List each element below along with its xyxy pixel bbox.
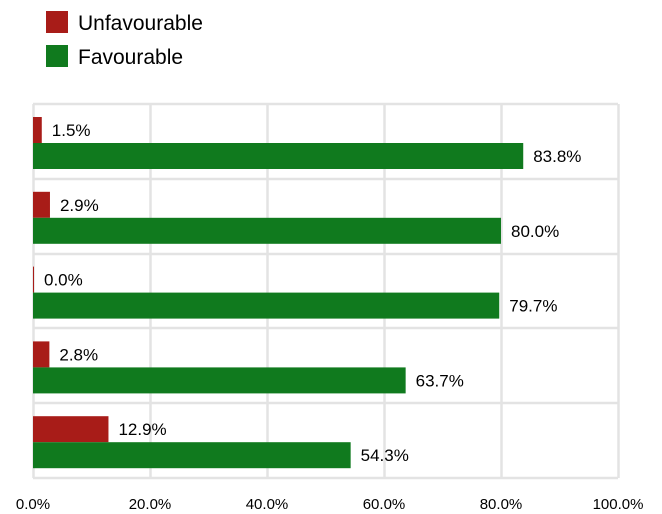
legend-swatch-unfavourable	[46, 11, 68, 33]
data-label-favourable-1: 83.8%	[533, 147, 581, 166]
bars	[33, 117, 524, 469]
x-tick-label: 0.0%	[16, 496, 50, 513]
bar-favourable-5	[33, 442, 351, 469]
bar-favourable-2	[33, 217, 501, 244]
bar-favourable-4	[33, 367, 406, 394]
bar-unfavourable-4	[33, 341, 50, 368]
x-tick-label: 80.0%	[480, 496, 523, 513]
data-label-unfavourable-2: 2.9%	[60, 196, 99, 215]
data-label-favourable-2: 80.0%	[511, 222, 559, 241]
data-label-unfavourable-4: 2.8%	[59, 345, 98, 364]
bar-unfavourable-5	[33, 416, 109, 443]
bar-unfavourable-1	[33, 117, 42, 143]
data-label-favourable-3: 79.7%	[509, 297, 557, 316]
legend: Unfavourable Favourable	[46, 11, 203, 69]
legend-swatch-favourable	[46, 45, 68, 67]
legend-label-favourable: Favourable	[78, 46, 183, 69]
data-label-favourable-5: 54.3%	[361, 446, 409, 465]
data-label-unfavourable-1: 1.5%	[52, 121, 91, 140]
x-axis-ticks: 0.0% 20.0% 40.0% 60.0% 80.0% 100.0%	[16, 496, 644, 513]
legend-label-unfavourable: Unfavourable	[78, 12, 203, 35]
x-tick-label: 60.0%	[363, 496, 406, 513]
data-label-unfavourable-5: 12.9%	[118, 420, 166, 439]
bar-unfavourable-3	[33, 266, 34, 293]
bar-favourable-1	[33, 143, 524, 169]
data-labels: 1.5% 2.9% 0.0% 2.8% 12.9% 83.8% 80.0% 79.7% 63.7…	[44, 121, 581, 465]
x-tick-label: 40.0%	[246, 496, 289, 513]
bar-unfavourable-2	[33, 191, 50, 218]
data-label-unfavourable-3: 0.0%	[44, 271, 83, 290]
bar-favourable-3	[33, 292, 500, 319]
x-tick-label: 20.0%	[129, 496, 172, 513]
x-tick-label: 100.0%	[593, 496, 644, 513]
data-label-favourable-4: 63.7%	[416, 371, 464, 390]
